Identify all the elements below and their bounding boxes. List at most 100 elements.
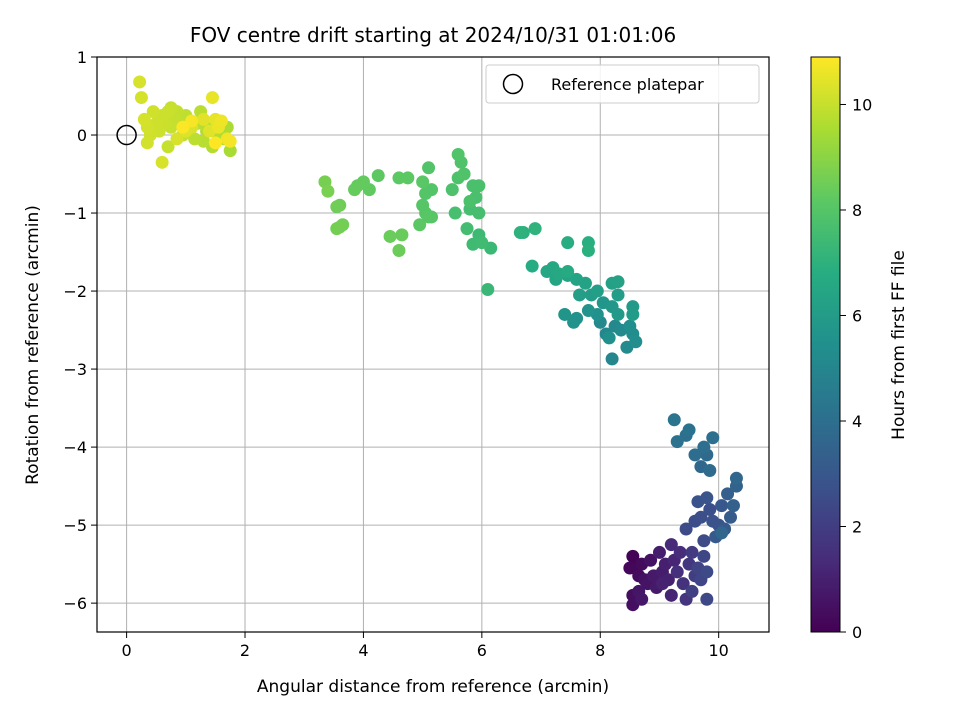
colorbar-tick-label: 4 <box>852 412 862 431</box>
scatter-point <box>481 282 495 296</box>
scatter-point <box>688 448 702 462</box>
x-tick-label: 8 <box>595 641 605 660</box>
scatter-point <box>205 91 219 105</box>
scatter-point <box>528 222 542 236</box>
scatter-point <box>602 331 616 345</box>
scatter-point <box>133 75 147 89</box>
colorbar-tick-label: 6 <box>852 306 862 325</box>
colorbar-gradient <box>810 56 841 633</box>
scatter-point <box>697 534 711 548</box>
scatter-point <box>392 243 406 257</box>
colorbar: 0 2 4 6 8 10 Hours from first FF file <box>810 56 909 642</box>
scatter-point <box>475 236 489 250</box>
scatter-point <box>700 565 714 579</box>
scatter-point <box>729 471 743 485</box>
scatter-point <box>392 171 406 185</box>
scatter-point <box>383 229 397 243</box>
scatter-point <box>176 120 190 134</box>
scatter-point <box>457 167 471 181</box>
scatter-point <box>635 592 649 606</box>
scatter-point <box>333 220 347 234</box>
scatter-point <box>214 114 228 128</box>
x-tick-label: 0 <box>122 641 132 660</box>
scatter-point <box>626 549 640 563</box>
scatter-point <box>611 275 625 289</box>
y-axis-label: Rotation from reference (arcmin) <box>23 205 43 485</box>
scatter-point <box>161 140 175 154</box>
scatter-point <box>664 588 678 602</box>
scatter-point <box>472 179 486 193</box>
scatter-point <box>670 435 684 449</box>
colorbar-tick-label: 8 <box>852 201 862 220</box>
plot-frame <box>96 56 770 633</box>
y-tick-label: −3 <box>63 360 87 379</box>
scatter-point <box>223 144 237 158</box>
scatter-point <box>715 526 729 540</box>
scatter-point <box>611 307 625 321</box>
scatter-point <box>472 206 486 220</box>
scatter-point <box>590 284 604 298</box>
scatter-point <box>155 155 169 169</box>
scatter-point <box>715 499 729 513</box>
y-tick-label: −1 <box>63 204 87 223</box>
grid-lines <box>97 56 769 632</box>
x-tick-label: 2 <box>240 641 250 660</box>
scatter-point <box>422 161 436 175</box>
y-tick-label: −6 <box>63 594 87 613</box>
scatter-point <box>561 265 575 279</box>
scatter-point <box>460 222 474 236</box>
scatter-point <box>146 105 160 119</box>
scatter-points <box>133 75 743 612</box>
scatter-point <box>371 169 385 183</box>
scatter-point <box>525 259 539 273</box>
scatter-point <box>448 206 462 220</box>
scatter-point <box>605 352 619 366</box>
scatter-point <box>667 413 681 427</box>
x-axis-ticks: 0 2 4 6 8 10 <box>122 632 729 660</box>
colorbar-tick-label: 2 <box>852 517 862 536</box>
scatter-point <box>697 440 711 454</box>
chart-title: FOV centre drift starting at 2024/10/31 … <box>190 23 676 47</box>
scatter-point <box>413 218 427 232</box>
scatter-point <box>330 200 344 214</box>
colorbar-ticks: 0 2 4 6 8 10 <box>840 95 872 642</box>
y-tick-label: −5 <box>63 516 87 535</box>
scatter-point <box>134 91 148 105</box>
scatter-point <box>581 304 595 318</box>
scatter-point <box>629 335 643 349</box>
scatter-point <box>223 134 237 148</box>
scatter-point <box>611 288 625 302</box>
y-tick-label: 1 <box>77 48 87 67</box>
colorbar-tick-label: 10 <box>852 95 872 114</box>
scatter-point <box>703 503 717 517</box>
scatter-point <box>682 423 696 437</box>
scatter-point <box>706 431 720 445</box>
colorbar-label: Hours from first FF file <box>889 250 909 440</box>
scatter-point <box>451 148 465 162</box>
scatter-point <box>419 187 433 201</box>
scatter-point <box>700 491 714 505</box>
scatter-point <box>513 226 527 240</box>
scatter-point <box>652 545 666 559</box>
colorbar-tick-label: 0 <box>852 623 862 642</box>
scatter-point <box>140 136 154 150</box>
scatter-point <box>395 228 409 242</box>
y-tick-label: 0 <box>77 126 87 145</box>
scatter-point <box>700 592 714 606</box>
scatter-point <box>655 577 669 591</box>
scatter-point <box>425 210 439 224</box>
scatter-point <box>664 538 678 552</box>
scatter-point <box>703 464 717 478</box>
scatter-point <box>558 307 572 321</box>
scatter-point <box>581 243 595 257</box>
y-axis-ticks: 1 0 −1 −2 −3 −4 −5 −6 <box>63 48 97 613</box>
legend-label-reference: Reference platepar <box>551 75 704 94</box>
scatter-point <box>561 236 575 250</box>
scatter-point <box>445 183 459 197</box>
legend-marker-reference <box>502 73 524 95</box>
scatter-point <box>573 288 587 302</box>
scatter-point <box>170 132 184 146</box>
scatter-point <box>670 565 684 579</box>
reference-platepar-marker <box>116 124 137 146</box>
